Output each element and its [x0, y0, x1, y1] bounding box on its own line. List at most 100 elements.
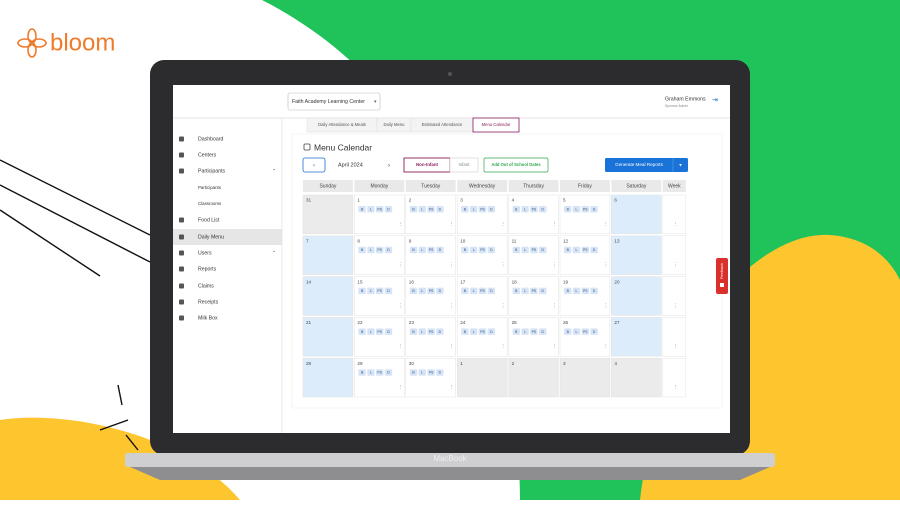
meal-chip[interactable]	[376, 206, 384, 213]
meal-chip[interactable]	[358, 246, 366, 254]
cell-menu[interactable]: ⋮	[398, 385, 403, 391]
day-cell[interactable]	[302, 194, 354, 235]
cell-menu[interactable]: ⋮	[552, 303, 557, 309]
meal-chip[interactable]	[512, 287, 520, 295]
cell-menu[interactable]: ⋮	[603, 344, 608, 350]
day-cell[interactable]	[456, 317, 508, 357]
day-cell[interactable]	[456, 194, 508, 235]
day-cell[interactable]	[354, 194, 405, 235]
generate-button[interactable]	[605, 158, 688, 172]
cell-menu[interactable]: ⋮	[501, 221, 506, 227]
meal-chip[interactable]	[478, 328, 487, 335]
meal-chip[interactable]	[564, 328, 572, 335]
add-dates-button[interactable]	[483, 157, 549, 173]
meal-chip[interactable]	[418, 206, 426, 213]
day-cell[interactable]	[559, 276, 611, 316]
meal-chip[interactable]	[358, 206, 366, 213]
meal-chip[interactable]	[436, 246, 444, 254]
meal-chip[interactable]	[521, 206, 529, 213]
meal-chip[interactable]	[418, 369, 426, 376]
meal-chip[interactable]	[512, 246, 520, 254]
meal-chip[interactable]	[427, 369, 435, 376]
meal-chip[interactable]	[487, 246, 495, 254]
meal-chip[interactable]	[487, 287, 495, 295]
day-cell[interactable]	[456, 276, 508, 316]
day-cell[interactable]	[354, 357, 405, 398]
cell-menu[interactable]: ⋮	[552, 221, 557, 227]
meal-chip[interactable]	[427, 328, 435, 335]
cell-menu[interactable]: ⋮	[552, 262, 557, 268]
nav-item[interactable]: Milk Box	[198, 315, 218, 321]
day-cell[interactable]	[405, 235, 456, 275]
meal-chip[interactable]	[367, 328, 375, 335]
cell-menu[interactable]: ⋮	[449, 385, 454, 391]
meal-chip[interactable]	[409, 328, 418, 335]
cell-menu[interactable]: ⋮	[603, 262, 608, 268]
meal-chip[interactable]	[539, 287, 547, 295]
cell-menu[interactable]: ⋮	[552, 344, 557, 350]
meal-chip[interactable]	[581, 246, 589, 254]
day-cell[interactable]	[508, 276, 559, 316]
meal-chip[interactable]	[384, 287, 393, 295]
meal-chip[interactable]	[470, 287, 478, 295]
tab[interactable]	[472, 117, 520, 133]
meal-chip[interactable]	[409, 206, 418, 213]
day-cell[interactable]	[508, 357, 559, 398]
meal-chip[interactable]	[572, 287, 581, 295]
meal-chip[interactable]	[367, 246, 375, 254]
meal-chip[interactable]	[470, 246, 478, 254]
meal-chip[interactable]	[590, 246, 598, 254]
meal-chip[interactable]	[530, 246, 538, 254]
logout-icon[interactable]: ⇥	[712, 97, 718, 104]
day-cell[interactable]	[508, 235, 559, 275]
meal-chip[interactable]	[384, 328, 393, 335]
meal-chip[interactable]	[436, 206, 444, 213]
meal-chip[interactable]	[564, 246, 572, 254]
meal-chip[interactable]	[572, 246, 581, 254]
meal-chip[interactable]	[384, 246, 393, 254]
meal-chip[interactable]	[427, 246, 435, 254]
meal-chip[interactable]	[436, 369, 444, 376]
meal-chip[interactable]	[461, 206, 469, 213]
meal-chip[interactable]	[478, 246, 487, 254]
meal-chip[interactable]	[461, 287, 469, 295]
cell-menu[interactable]: ⋮	[501, 262, 506, 268]
day-cell[interactable]	[611, 317, 662, 357]
meal-chip[interactable]	[564, 206, 572, 213]
day-cell[interactable]	[559, 194, 611, 235]
meal-chip[interactable]	[530, 287, 538, 295]
meal-chip[interactable]	[539, 246, 547, 254]
meal-chip[interactable]	[427, 287, 435, 295]
meal-chip[interactable]	[572, 328, 581, 335]
meal-chip[interactable]	[590, 287, 598, 295]
cell-menu[interactable]: ⋮	[603, 221, 608, 227]
meal-chip[interactable]	[409, 287, 418, 295]
meal-chip[interactable]	[384, 369, 393, 376]
week-menu[interactable]: ⋮	[673, 303, 678, 309]
meal-chip[interactable]	[539, 328, 547, 335]
meal-chip[interactable]	[376, 287, 384, 295]
toggle-infant[interactable]	[449, 157, 479, 173]
nav-item[interactable]: Participants	[198, 185, 222, 190]
meal-chip[interactable]	[418, 287, 426, 295]
nav-item[interactable]: Receipts	[198, 299, 219, 305]
cell-menu[interactable]: ⋮	[398, 303, 403, 309]
meal-chip[interactable]	[358, 287, 366, 295]
day-cell[interactable]	[559, 235, 611, 275]
meal-chip[interactable]	[487, 328, 495, 335]
meal-chip[interactable]	[512, 206, 520, 213]
day-cell[interactable]	[508, 317, 559, 357]
meal-chip[interactable]	[564, 287, 572, 295]
day-cell[interactable]	[611, 235, 662, 275]
dropdown-arrow[interactable]: ▾	[679, 162, 682, 168]
meal-chip[interactable]	[418, 328, 426, 335]
day-cell[interactable]	[405, 317, 456, 357]
meal-chip[interactable]	[470, 328, 478, 335]
meal-chip[interactable]	[521, 328, 529, 335]
meal-chip[interactable]	[512, 328, 520, 335]
nav-item[interactable]: Classrooms	[198, 201, 222, 206]
week-menu[interactable]: ⋮	[673, 221, 678, 227]
cell-menu[interactable]: ⋮	[501, 303, 506, 309]
day-cell[interactable]	[611, 194, 662, 235]
day-cell[interactable]	[302, 357, 354, 398]
